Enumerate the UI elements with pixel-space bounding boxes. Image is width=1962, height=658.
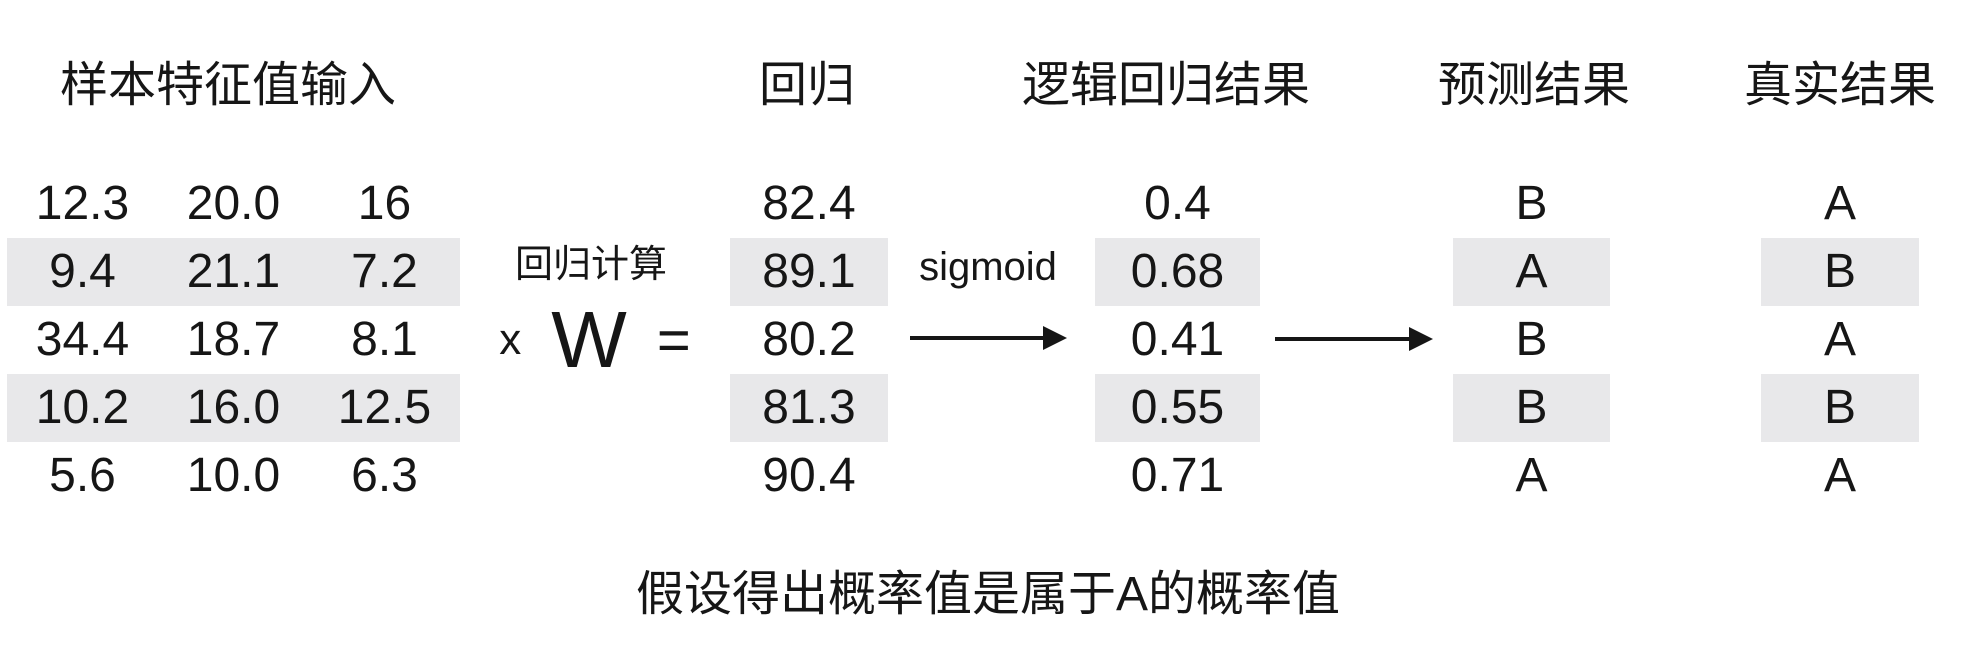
prediction-column: B A B B A: [1453, 170, 1610, 510]
regression-column: 82.4 89.1 80.2 81.3 90.4: [730, 170, 888, 510]
table-row: 5.6 10.0 6.3: [7, 442, 460, 510]
feature-cell: 5.6: [49, 449, 116, 502]
arrow-line: [1275, 337, 1409, 341]
feature-cell: 16.0: [186, 381, 281, 434]
header-logistic-result: 逻辑回归结果: [1021, 59, 1310, 112]
feature-cell: 18.7: [186, 313, 281, 366]
assumption-caption: 假设得出概率值是属于A的概率值: [635, 568, 1341, 621]
feature-cell: 34.4: [35, 313, 130, 366]
table-row: A: [1823, 177, 1856, 230]
header-sample-features: 样本特征值输入: [59, 59, 396, 112]
table-row: 34.4 18.7 8.1: [7, 306, 460, 374]
feature-cell: 10.0: [186, 449, 281, 502]
feature-cell: 12.3: [35, 177, 130, 230]
table-row-highlighted: 89.1: [730, 238, 888, 306]
table-row: 0.71: [1130, 449, 1225, 502]
table-row: A: [1823, 313, 1856, 366]
actual-column: A B A B A: [1761, 170, 1919, 510]
sigmoid-arrow-icon: [910, 324, 1067, 352]
table-row: B: [1515, 177, 1548, 230]
table-row-highlighted: B: [1761, 238, 1919, 306]
feature-cell: 20.0: [186, 177, 281, 230]
table-row: 80.2: [762, 313, 856, 366]
sigmoid-label: sigmoid: [919, 245, 1057, 289]
regression-calc-label: 回归计算: [514, 244, 667, 286]
table-row: 0.4: [1144, 177, 1211, 230]
feature-cell: 21.1: [186, 245, 281, 298]
arrow-head: [1043, 326, 1067, 350]
table-row: A: [1515, 449, 1548, 502]
feature-cell: 12.5: [337, 381, 432, 434]
weight-multiplication-expression: x W =: [455, 295, 735, 384]
table-row: 82.4: [762, 177, 856, 230]
arrow-head: [1409, 327, 1433, 351]
table-row: A: [1823, 449, 1856, 502]
table-row-highlighted: 0.55: [1095, 374, 1260, 442]
feature-table: 12.3 20.0 16 9.4 21.1 7.2 34.4 18.7 8.1 …: [7, 170, 460, 510]
table-row-highlighted: 10.2 16.0 12.5: [7, 374, 460, 442]
header-prediction: 预测结果: [1437, 59, 1630, 112]
equals-operator: =: [656, 307, 691, 373]
table-row: 90.4: [762, 449, 856, 502]
table-row-highlighted: 9.4 21.1 7.2: [7, 238, 460, 306]
logistic-result-column: 0.4 0.68 0.41 0.55 0.71: [1095, 170, 1260, 510]
feature-cell: 8.1: [351, 313, 418, 366]
header-actual: 真实结果: [1743, 59, 1936, 112]
table-row-highlighted: 0.68: [1095, 238, 1260, 306]
weight-symbol: W: [551, 295, 627, 384]
threshold-arrow-icon: [1275, 325, 1433, 353]
arrow-line: [910, 336, 1043, 340]
table-row-highlighted: B: [1761, 374, 1919, 442]
table-row-highlighted: B: [1453, 374, 1610, 442]
feature-cell: 16: [357, 177, 412, 230]
table-row-highlighted: A: [1453, 238, 1610, 306]
table-row: 0.41: [1130, 313, 1225, 366]
multiply-operator: x: [499, 315, 522, 364]
feature-cell: 6.3: [351, 449, 418, 502]
table-row: B: [1515, 313, 1548, 366]
feature-cell: 9.4: [49, 245, 116, 298]
header-regression: 回归: [758, 59, 855, 112]
feature-cell: 7.2: [351, 245, 418, 298]
table-row-highlighted: 81.3: [730, 374, 888, 442]
table-row: 12.3 20.0 16: [7, 170, 460, 238]
feature-cell: 10.2: [35, 381, 130, 434]
